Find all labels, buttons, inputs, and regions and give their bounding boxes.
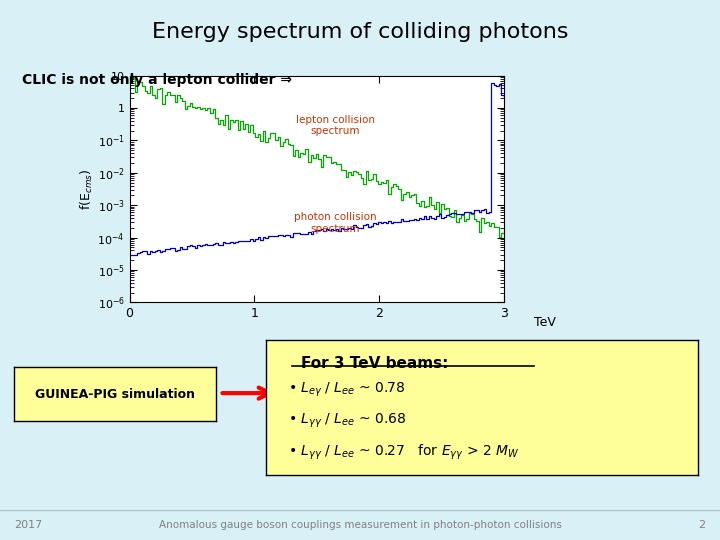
Y-axis label: f(E$_{cms}$): f(E$_{cms}$) <box>78 168 94 210</box>
Text: CLIC is not only a lepton collider ⇒: CLIC is not only a lepton collider ⇒ <box>22 73 292 87</box>
Text: • $L_{e\gamma}$ / $L_{ee}$ ~ 0.78: • $L_{e\gamma}$ / $L_{ee}$ ~ 0.78 <box>288 381 405 399</box>
Text: photon collision
spectrum: photon collision spectrum <box>294 212 377 234</box>
Text: Anomalous gauge boson couplings measurement in photon-photon collisions: Anomalous gauge boson couplings measurem… <box>158 520 562 530</box>
Text: lepton collision
spectrum: lepton collision spectrum <box>296 114 375 136</box>
Text: • $L_{\gamma\gamma}$ / $L_{ee}$ ~ 0.27   for $E_{\gamma\gamma}$ > 2 $M_W$: • $L_{\gamma\gamma}$ / $L_{ee}$ ~ 0.27 f… <box>288 443 519 462</box>
Text: TeV: TeV <box>534 316 556 329</box>
Text: GUINEA-PIG simulation: GUINEA-PIG simulation <box>35 388 195 401</box>
Text: For 3 TeV beams:: For 3 TeV beams: <box>301 356 449 372</box>
Text: 2017: 2017 <box>14 520 42 530</box>
Text: • $L_{\gamma\gamma}$ / $L_{ee}$ ~ 0.68: • $L_{\gamma\gamma}$ / $L_{ee}$ ~ 0.68 <box>288 411 406 430</box>
Text: 2: 2 <box>698 520 706 530</box>
Text: Energy spectrum of colliding photons: Energy spectrum of colliding photons <box>152 22 568 43</box>
